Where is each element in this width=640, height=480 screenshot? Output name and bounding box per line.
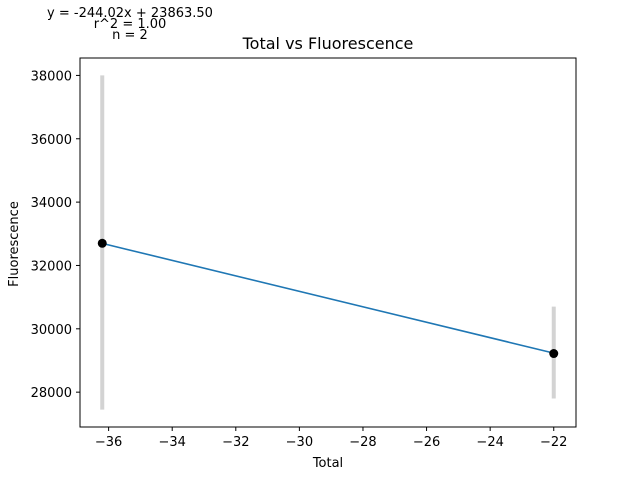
errorbars — [100, 75, 556, 410]
n-annotation: n = 2 — [112, 28, 148, 43]
y-tick-label: 32000 — [31, 259, 72, 274]
y-tick-label: 36000 — [31, 133, 72, 148]
x-tick-label: −34 — [158, 435, 185, 450]
y-axis-label: Fluorescence — [7, 201, 22, 287]
chart-title: Total vs Fluorescence — [242, 34, 414, 53]
x-tick-label: −32 — [222, 435, 249, 450]
plot-frame — [79, 57, 577, 428]
data-points — [97, 238, 559, 359]
y-tick-label: 34000 — [31, 196, 72, 211]
fit-line-group — [102, 242, 554, 354]
fit-line — [102, 242, 554, 354]
y-tick-label: 30000 — [31, 323, 72, 338]
x-tick-label: −36 — [95, 435, 122, 450]
annotations: y = -244.02x + 23863.50 r^2 = 1.00 n = 2 — [47, 6, 213, 43]
y-axis-ticks: 28000 30000 32000 34000 36000 38000 — [31, 69, 80, 401]
x-tick-label: −22 — [540, 435, 567, 450]
x-axis-label: Total — [312, 456, 343, 471]
x-tick-label: −28 — [349, 435, 376, 450]
data-point — [549, 349, 559, 359]
x-tick-label: −30 — [286, 435, 313, 450]
x-tick-label: −26 — [413, 435, 440, 450]
y-tick-label: 38000 — [31, 69, 72, 84]
x-tick-label: −24 — [476, 435, 503, 450]
r-squared-annotation: r^2 = 1.00 — [94, 17, 167, 32]
x-axis-ticks: −36 −34 −32 −30 −28 −26 −24 −22 — [95, 427, 567, 450]
y-tick-label: 28000 — [31, 386, 72, 401]
equation-annotation: y = -244.02x + 23863.50 — [47, 6, 213, 21]
data-point — [97, 238, 107, 248]
